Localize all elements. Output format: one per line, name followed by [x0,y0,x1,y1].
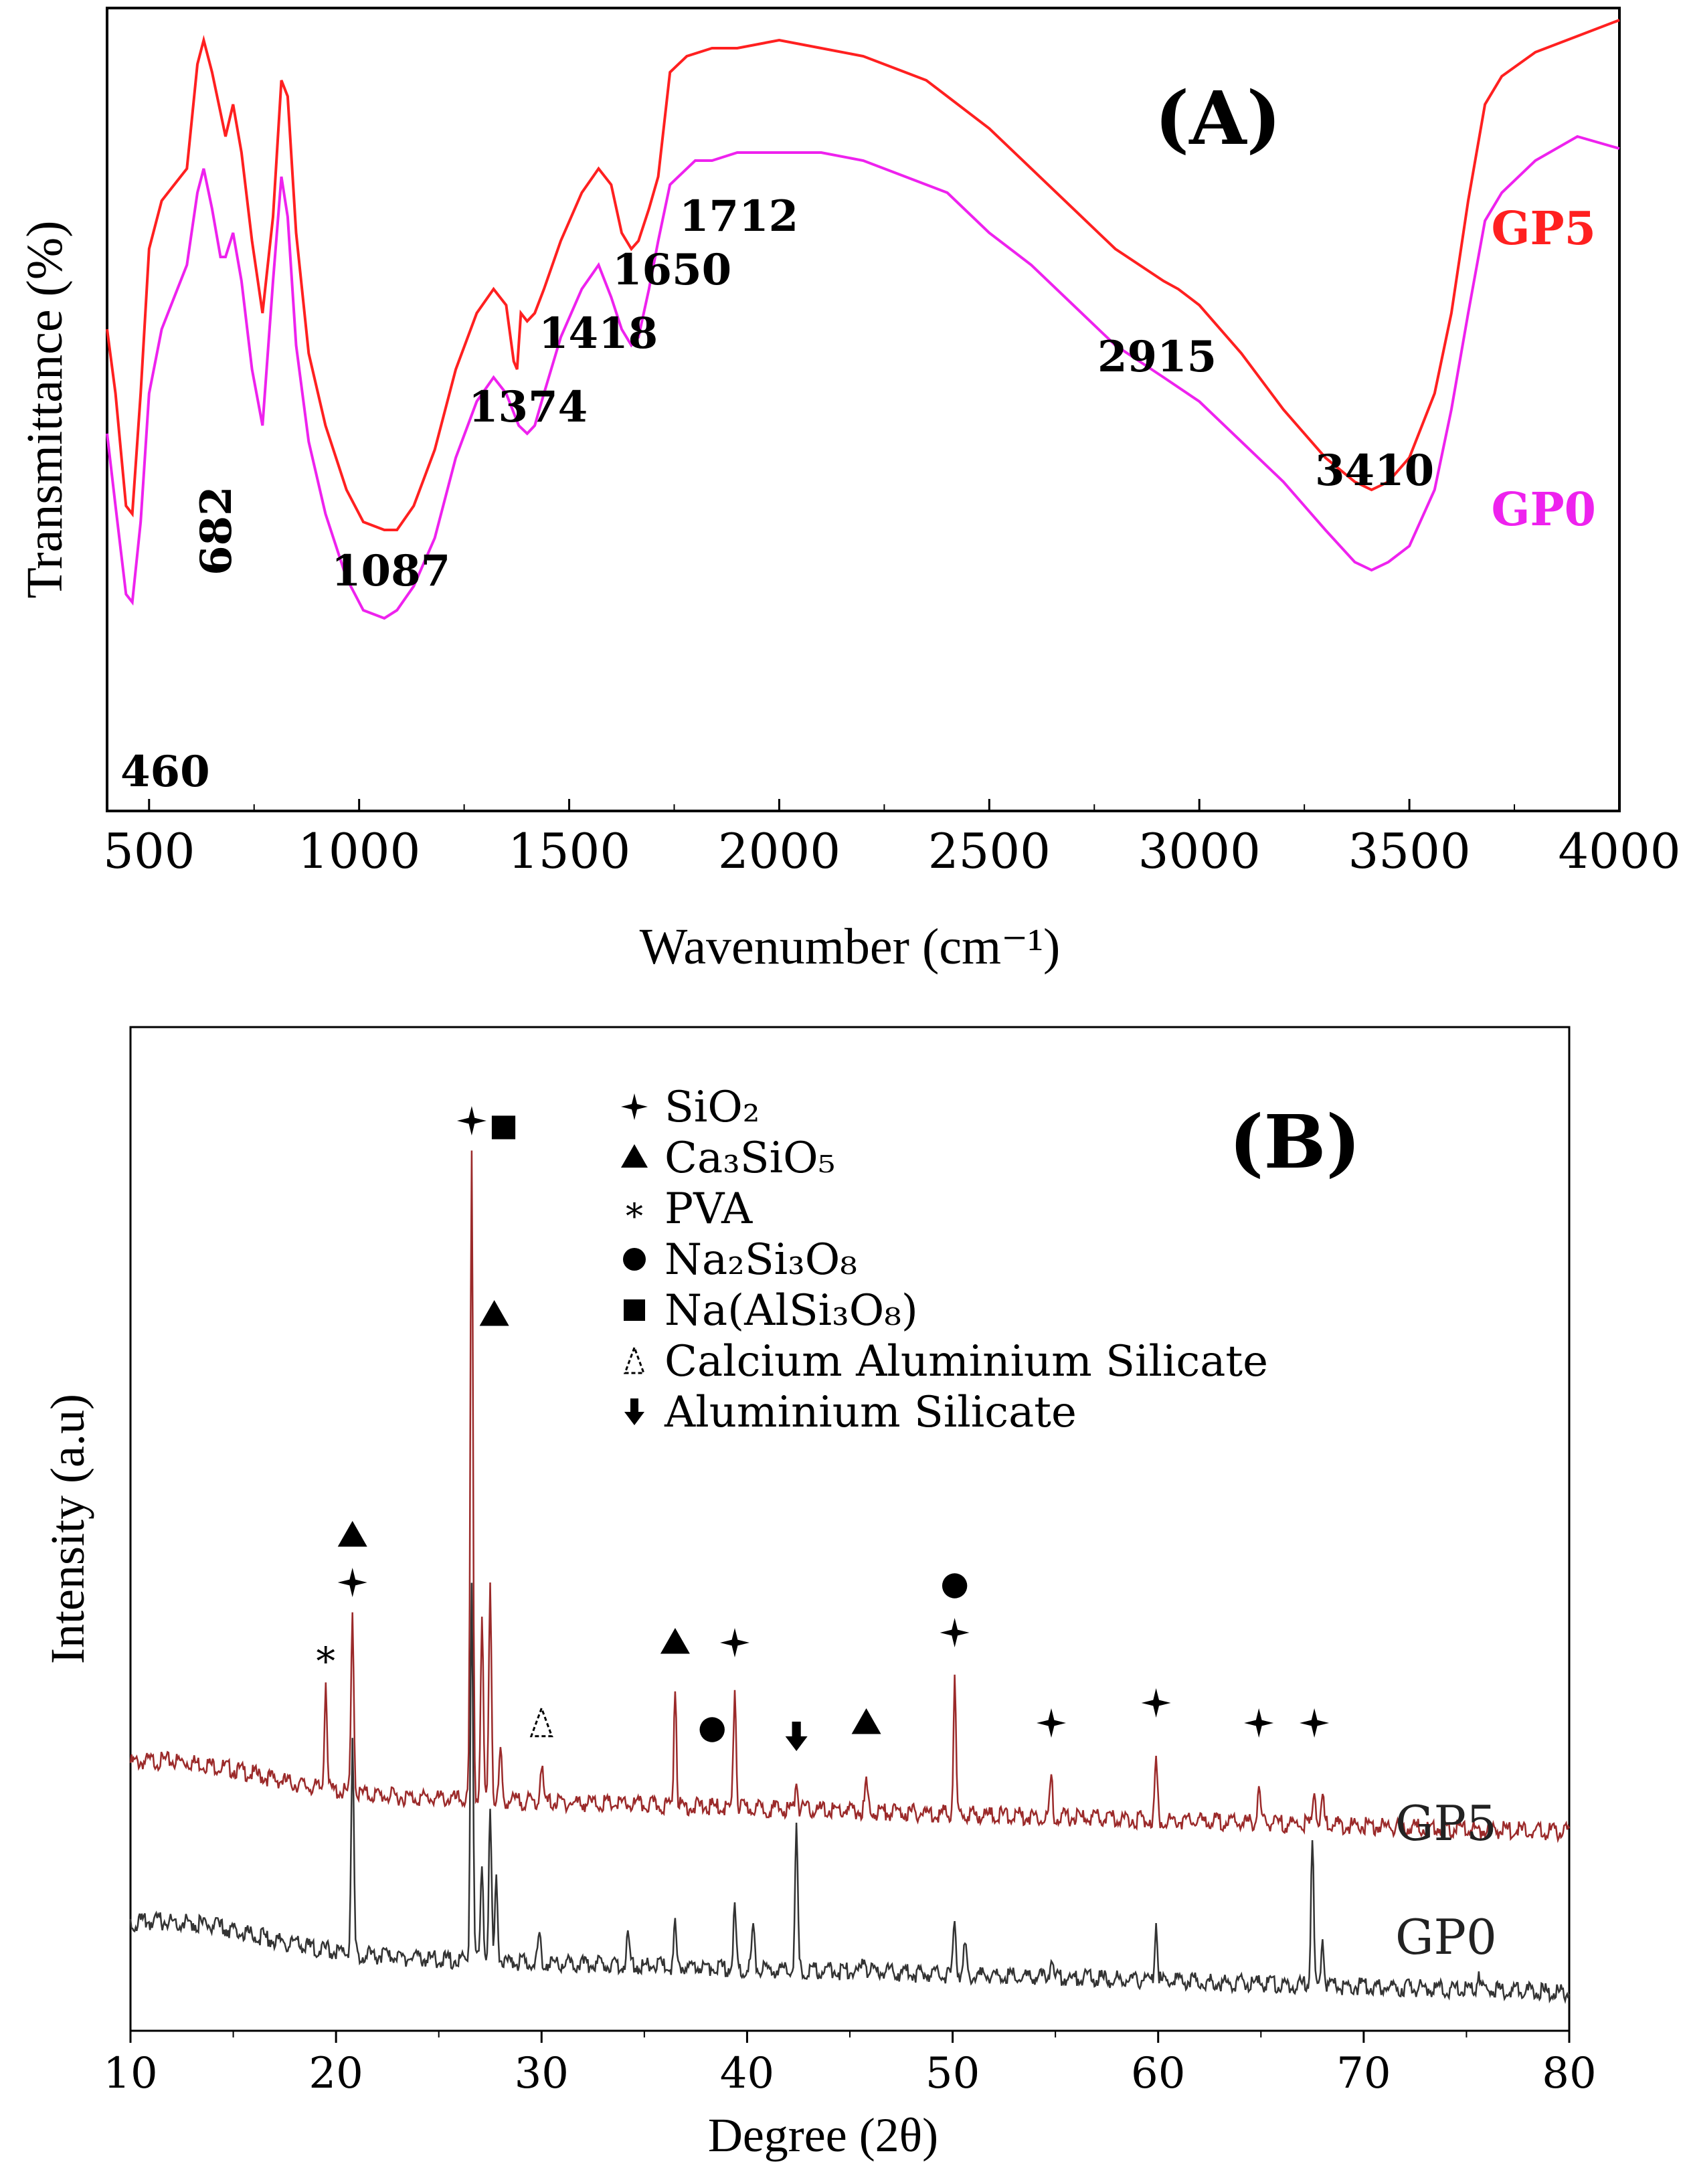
series-label-gp5-b: GP5 [1395,1795,1497,1851]
legend-item: Calcium Aluminium Silicate [623,1337,1268,1386]
panel-b-x-tick-label: 60 [1131,2049,1185,2098]
panel-b-x-tick-label: 50 [925,2049,980,2098]
naalsi3o8-marker-icon [624,1299,645,1321]
annotation-3410: 3410 [1315,446,1434,496]
sio2-marker-icon [1141,1688,1171,1718]
series-label-gp0-b: GP0 [1395,1909,1497,1965]
annotation-1374: 1374 [468,382,588,432]
annotation-1418: 1418 [539,308,658,359]
pva-marker-icon: ∗ [313,1632,339,1676]
legend-item: SiO₂ [621,1083,760,1132]
panel-a-label: (A) [1154,75,1281,161]
aluminium-silicate-marker-icon [624,1398,644,1425]
legend-item-label: Na(AlSi₃O₈) [664,1286,918,1336]
ca3sio5-marker-icon [479,1300,509,1326]
ca3sio5-marker-icon [621,1144,648,1168]
sio2-marker-icon [621,1093,648,1120]
legend-item-label: PVA [664,1184,753,1234]
panel-a-x-axis-title: Wavenumber (cm⁻¹) [640,919,1061,975]
legend-item-label: Aluminium Silicate [664,1388,1077,1437]
legend-item: Aluminium Silicate [624,1388,1077,1437]
panel-b-x-axis-title: Degree (2θ) [708,2108,938,2162]
sio2-marker-icon [456,1106,486,1135]
panel-b-x-tick-label: 10 [103,2049,157,2098]
sio2-marker-icon [940,1618,970,1647]
panel-b-x-tick-label: 70 [1336,2049,1391,2098]
annotation-2915: 2915 [1097,332,1217,382]
legend-item: ∗ PVA [622,1184,753,1234]
na2si3o8-marker-icon [699,1717,725,1742]
legend-item-label: Na₂Si₃O₈ [664,1235,857,1285]
calcium-aluminium-silicate-marker-icon [623,1344,646,1374]
pva-marker-icon: ∗ [622,1190,646,1230]
ca3sio5-marker-icon [851,1708,881,1734]
ftir-series-gp0 [106,134,1620,620]
panel-b-x-tick-label: 20 [308,2049,363,2098]
legend-item-label: Ca₃SiO₅ [664,1133,835,1183]
panel-a-x-tick-label: 1000 [298,823,420,879]
panel-a-x-tick-label: 2500 [928,823,1051,879]
sio2-marker-icon [1300,1708,1330,1738]
xrd-series-gp0 [129,1582,1571,2005]
panel-a-y-axis-title: Transmittance (%) [17,221,73,599]
panel-b-label: (B) [1229,1099,1360,1185]
panel-a-ftir-chart: 500 1000 1500 2000 2500 3000 3500 4000 (A) GP5 … [17,7,1681,975]
series-label-gp5: GP5 [1491,202,1596,256]
annotation-460: 460 [120,747,210,797]
panel-a-x-tick-label: 500 [103,823,195,879]
panel-b-y-axis-title: Intensity (a.u) [41,1394,94,1664]
annotation-682: 682 [191,486,242,575]
panel-a-x-tick-label: 3500 [1348,823,1470,879]
panel-b-x-tick-label: 30 [515,2049,569,2098]
legend-item: Na₂Si₃O₈ [623,1235,857,1285]
legend-item: Na(AlSi₃O₈) [624,1286,918,1336]
panel-b-x-tick-label: 40 [720,2049,774,2098]
panel-a-x-tick-label: 1500 [508,823,630,879]
legend-item: Ca₃SiO₅ [621,1133,835,1183]
sio2-marker-icon [1037,1708,1066,1738]
annotation-1087: 1087 [331,546,450,596]
na2si3o8-marker-icon [942,1573,968,1599]
aluminium-silicate-marker-icon [785,1722,808,1751]
series-label-gp0: GP0 [1491,483,1596,537]
naalsi3o8-marker-icon [491,1115,516,1140]
ftir-series-gp5 [106,19,1620,531]
legend-item-label: Calcium Aluminium Silicate [664,1337,1268,1386]
na2si3o8-marker-icon [623,1248,646,1271]
calcium-aluminium-silicate-marker-icon [529,1705,553,1738]
panel-a-plot-frame [106,7,1621,812]
sio2-marker-icon [720,1628,749,1657]
panel-b-x-tick-label: 80 [1542,2049,1596,2098]
panel-a-x-tick-label: 2000 [718,823,840,879]
sio2-marker-icon [337,1568,367,1597]
ca3sio5-marker-icon [337,1521,367,1547]
annotation-1712: 1712 [679,191,798,242]
panel-a-x-tick-label: 3000 [1138,823,1261,879]
panel-a-x-tick-label: 4000 [1558,823,1680,879]
sio2-marker-icon [1244,1708,1274,1738]
ca3sio5-marker-icon [660,1628,690,1654]
legend-item-label: SiO₂ [664,1083,760,1132]
annotation-1650: 1650 [612,245,731,295]
xrd-series-gp5 [129,1150,1571,1843]
